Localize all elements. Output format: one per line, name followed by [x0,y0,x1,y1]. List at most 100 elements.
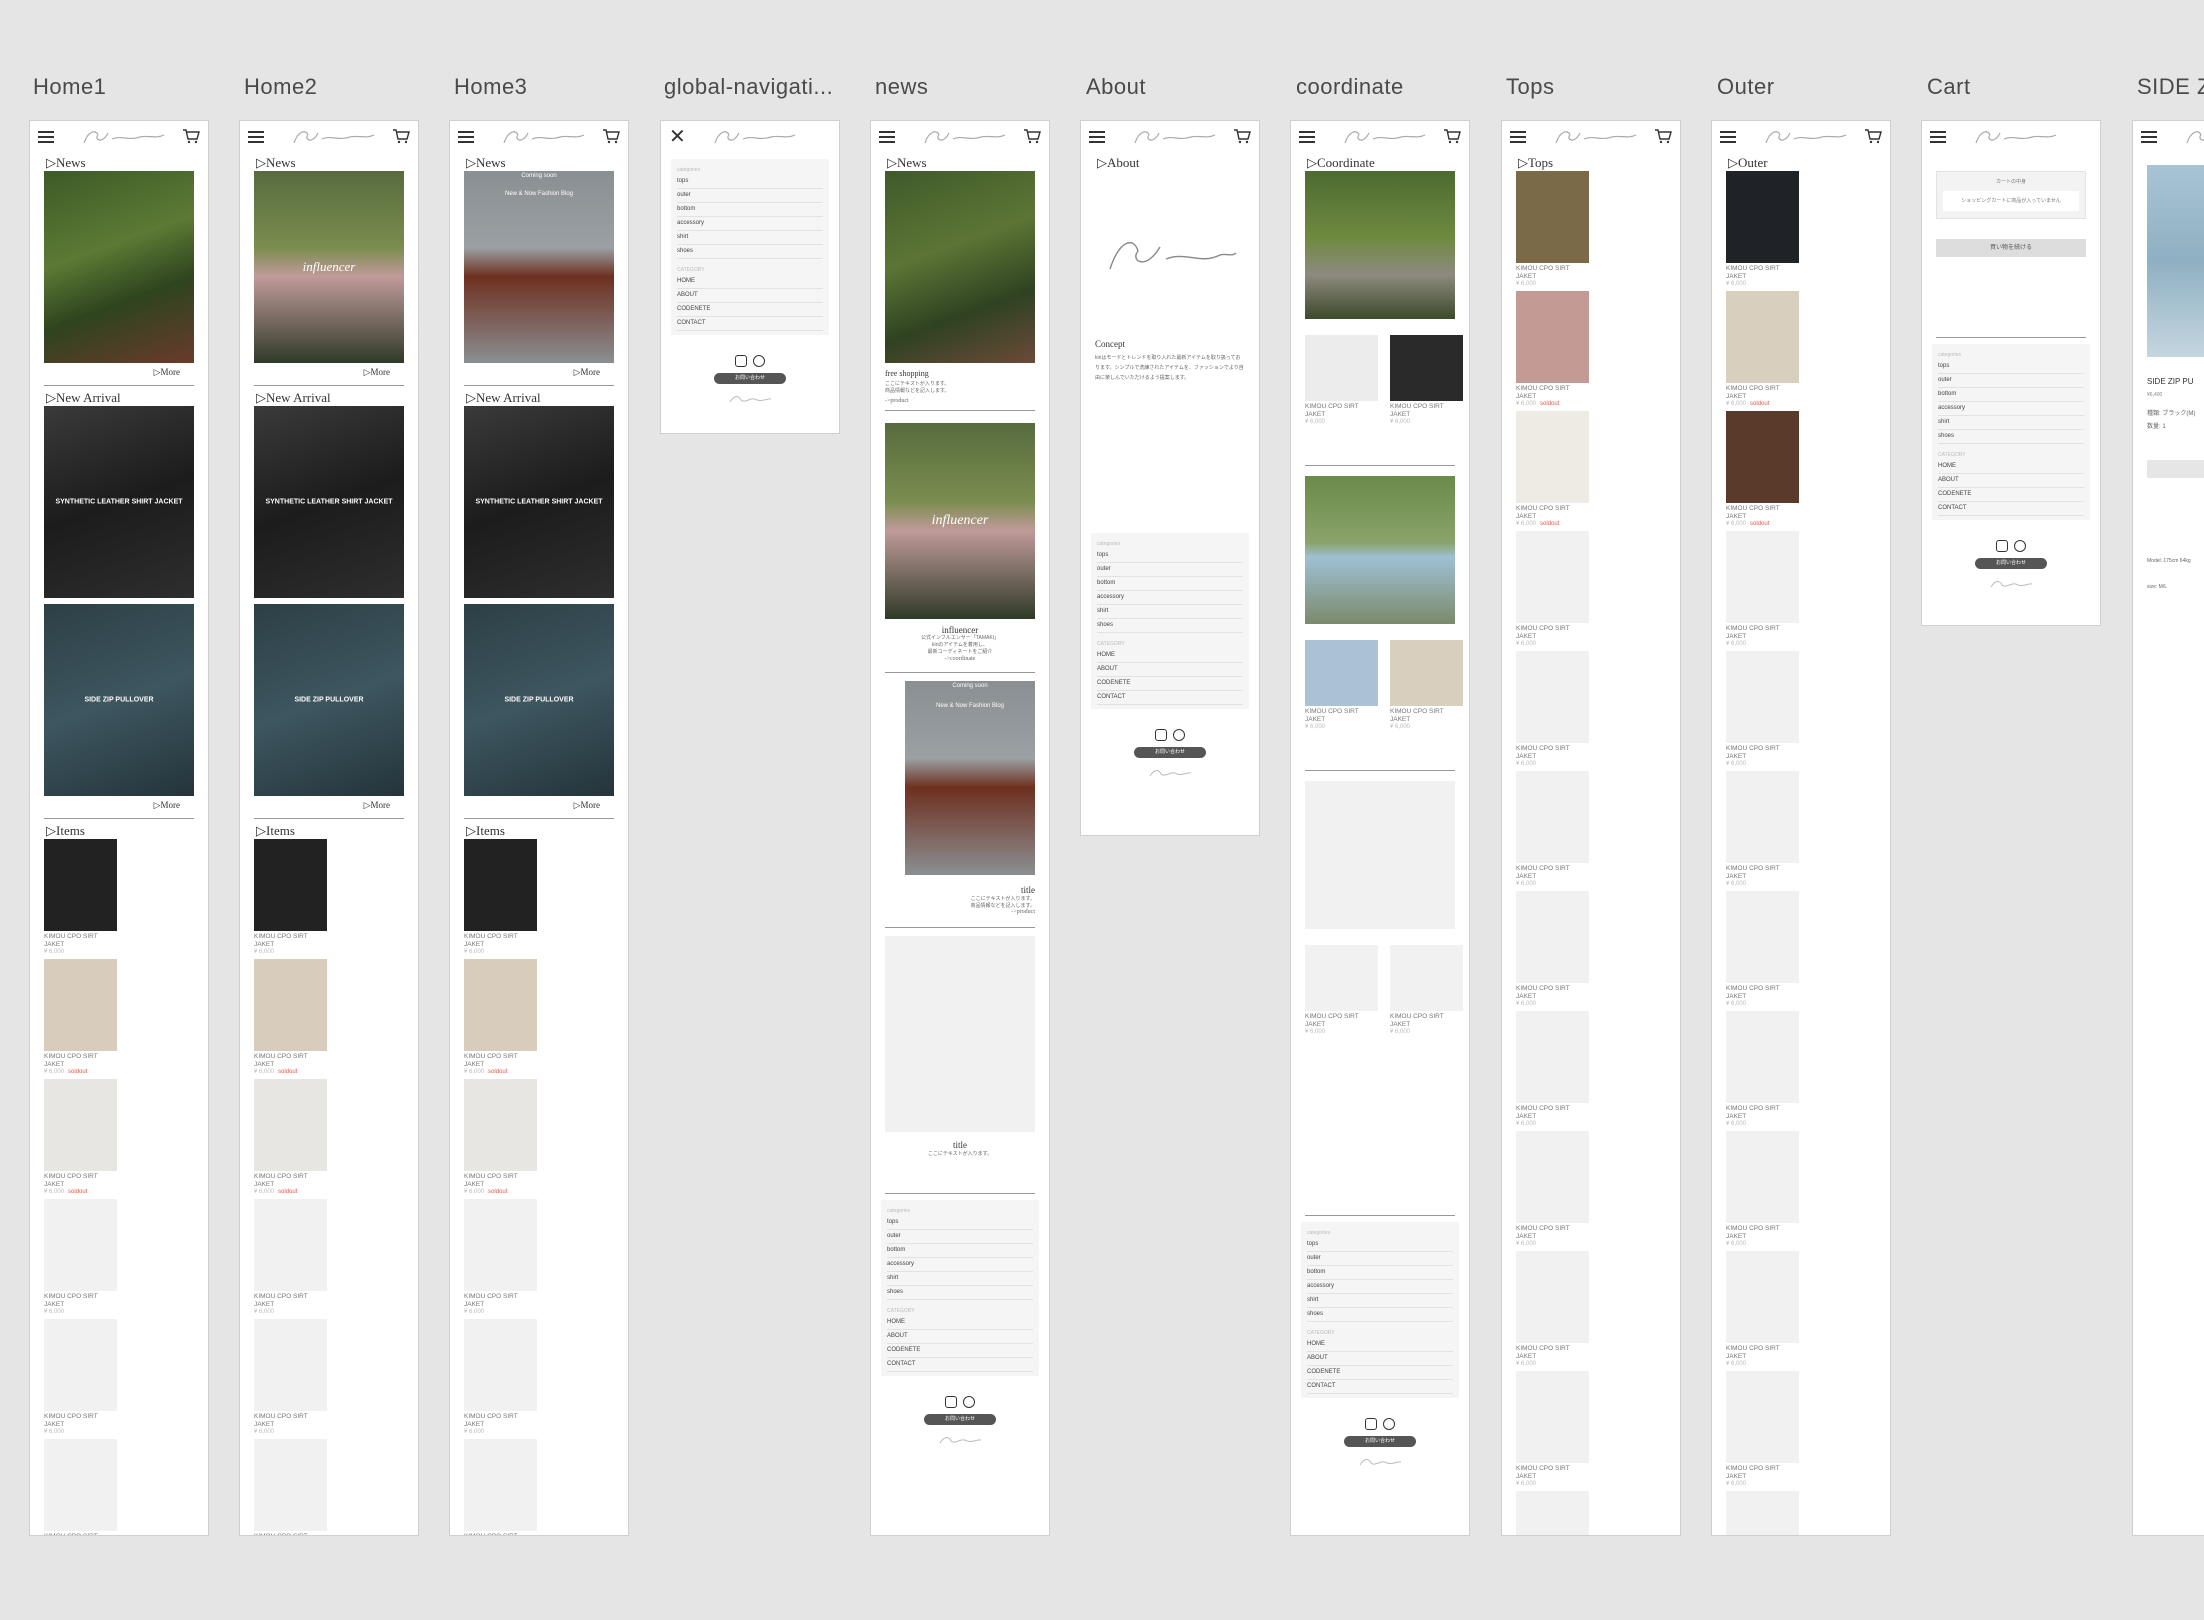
product-card[interactable]: KIMOU CPO SIRT JAKET ¥ 6,000 soldout [464,1079,537,1195]
footer-category-accessory[interactable]: accessory [677,217,823,231]
twitter-icon[interactable] [753,355,765,367]
product-image[interactable] [464,1319,537,1411]
footer-page-about[interactable]: ABOUT [887,1330,1033,1344]
footer-category-shirt[interactable]: shirt [1938,416,2084,430]
coordinate-photo-2[interactable] [1305,476,1455,624]
product-image[interactable] [1726,291,1799,383]
more-link[interactable]: ▷More [363,367,390,377]
product-card[interactable]: KIMOU CPO SIRT JAKET ¥ 6,000 soldout [44,959,117,1075]
product-image[interactable] [1726,1491,1799,1535]
news-product-link[interactable]: ->product [1011,909,1035,915]
product-card[interactable]: KIMOU CPO SIRT JAKET¥ 6,000 [464,839,537,955]
footer-category-outer[interactable]: outer [887,1230,1033,1244]
product-image[interactable] [1726,891,1799,983]
product-card[interactable]: KIMOU CPO SIRT JAKET¥ 6,000 [254,1199,327,1315]
product-card[interactable]: KIMOU CPO SIRT JAKET¥ 6,000 [1516,771,1589,887]
menu-icon[interactable] [1930,131,1946,143]
product-image[interactable] [1726,1131,1799,1223]
menu-icon[interactable] [1299,131,1315,143]
footer-category-tops[interactable]: tops [1938,360,2084,374]
twitter-icon[interactable] [963,1396,975,1408]
footer-category-bottom[interactable]: bottom [887,1244,1033,1258]
footer-page-home[interactable]: HOME [677,275,823,289]
instagram-icon[interactable] [1365,1418,1377,1430]
product-card[interactable]: KIMOU CPO SIRT JAKET¥ 6,000 [1726,771,1799,887]
footer-category-accessory[interactable]: accessory [887,1258,1033,1272]
menu-icon[interactable] [1510,131,1526,143]
product-card[interactable]: KIMOU CPO SIRT JAKET ¥ 6,000 soldout [254,959,327,1075]
product-image[interactable] [1516,1251,1589,1343]
cart-icon[interactable] [1654,128,1672,144]
product-card[interactable]: KIMOU CPO SIRT JAKET¥ 6,000 [254,1319,327,1435]
product-card[interactable]: KIMOU CPO SIRT JAKET¥ 6,000 [44,1439,117,1535]
product-card[interactable]: KIMOU CPO SIRT JAKET¥ 6,000 [464,1439,537,1535]
product-card[interactable]: KIMOU CPO SIRT JAKET¥ 6,000 [464,1199,537,1315]
product-card[interactable]: KIMOU CPO SIRT JAKET¥ 6,000 [44,1199,117,1315]
footer-category-shirt[interactable]: shirt [677,231,823,245]
more-link[interactable]: ▷More [153,800,180,810]
product-card[interactable]: KIMOU CPO SIRT JAKET¥ 6,000 [1726,531,1799,647]
menu-icon[interactable] [1720,131,1736,143]
footer-page-contact[interactable]: CONTACT [1097,691,1243,705]
influencer-photo[interactable]: influencer [885,423,1035,619]
footer-page-about[interactable]: ABOUT [1097,663,1243,677]
footer-category-tops[interactable]: tops [677,175,823,189]
instagram-icon[interactable] [945,1396,957,1408]
footer-page-codenete[interactable]: CODENETE [887,1344,1033,1358]
twitter-icon[interactable] [1383,1418,1395,1430]
menu-icon[interactable] [2141,131,2157,143]
contact-button[interactable]: お問い合わせ [1344,1436,1416,1447]
footer-page-codenete[interactable]: CODENETE [677,303,823,317]
footer-page-about[interactable]: ABOUT [677,289,823,303]
product-image[interactable] [1516,1011,1589,1103]
product-image[interactable] [254,959,327,1051]
product-image[interactable] [464,1079,537,1171]
news-event-photo[interactable]: Coming soon New & Now Fashion Blog [905,681,1035,875]
product-card[interactable]: KIMOU CPO SIRT JAKET¥ 6,000 [1516,651,1589,767]
footer-category-bottom[interactable]: bottom [1097,577,1243,591]
coord-item-image[interactable] [1305,945,1378,1011]
product-card[interactable]: KIMOU CPO SIRT JAKET¥ 6,000 [1516,1371,1589,1487]
footer-category-tops[interactable]: tops [1307,1238,1453,1252]
menu-icon[interactable] [879,131,895,143]
footer-category-outer[interactable]: outer [677,189,823,203]
banner-jacket[interactable]: SYNTHETIC LEATHER SHIRT JACKET [254,406,404,598]
banner-pullover[interactable]: SIDE ZIP PULLOVER [464,604,614,796]
product-image[interactable] [464,959,537,1051]
product-image[interactable] [1516,1371,1589,1463]
banner-pullover[interactable]: SIDE ZIP PULLOVER [254,604,404,796]
product-image[interactable] [1516,171,1589,263]
product-image[interactable] [1516,651,1589,743]
news-slider-photo[interactable]: influencer [254,171,404,363]
footer-category-outer[interactable]: outer [1307,1252,1453,1266]
product-card[interactable]: KIMOU CPO SIRT JAKET¥ 6,000 [1516,1251,1589,1367]
footer-category-bottom[interactable]: bottom [1307,1266,1453,1280]
footer-page-codenete[interactable]: CODENETE [1097,677,1243,691]
footer-category-accessory[interactable]: accessory [1938,402,2084,416]
product-image[interactable] [1726,171,1799,263]
product-image[interactable] [254,1439,327,1531]
product-image[interactable] [1516,291,1589,383]
footer-category-tops[interactable]: tops [887,1216,1033,1230]
footer-category-outer[interactable]: outer [1938,374,2084,388]
product-image[interactable] [254,1079,327,1171]
footer-page-about[interactable]: ABOUT [1938,474,2084,488]
coord-item-image[interactable] [1305,335,1378,401]
product-card[interactable]: KIMOU CPO SIRT JAKET ¥ 6,000 soldout [44,1079,117,1195]
footer-category-outer[interactable]: outer [1097,563,1243,577]
product-image[interactable] [464,1199,537,1291]
product-image[interactable] [1726,1011,1799,1103]
banner-jacket[interactable]: SYNTHETIC LEATHER SHIRT JACKET [464,406,614,598]
news-slider-photo[interactable] [44,171,194,363]
add-to-cart-button[interactable] [2147,460,2204,478]
footer-page-codenete[interactable]: CODENETE [1938,488,2084,502]
cart-icon[interactable] [1443,128,1461,144]
product-card[interactable]: KIMOU CPO SIRT JAKET¥ 6,000 [1726,651,1799,767]
close-icon[interactable]: ✕ [669,126,686,148]
product-card[interactable]: KIMOU CPO SIRT JAKET¥ 6,000 [254,1439,327,1535]
cart-icon[interactable] [182,128,200,144]
product-card[interactable]: KIMOU CPO SIRT JAKET¥ 6,000 [1726,1011,1799,1127]
cart-icon[interactable] [392,128,410,144]
product-link[interactable]: ->product [885,398,909,404]
footer-page-contact[interactable]: CONTACT [1938,502,2084,516]
